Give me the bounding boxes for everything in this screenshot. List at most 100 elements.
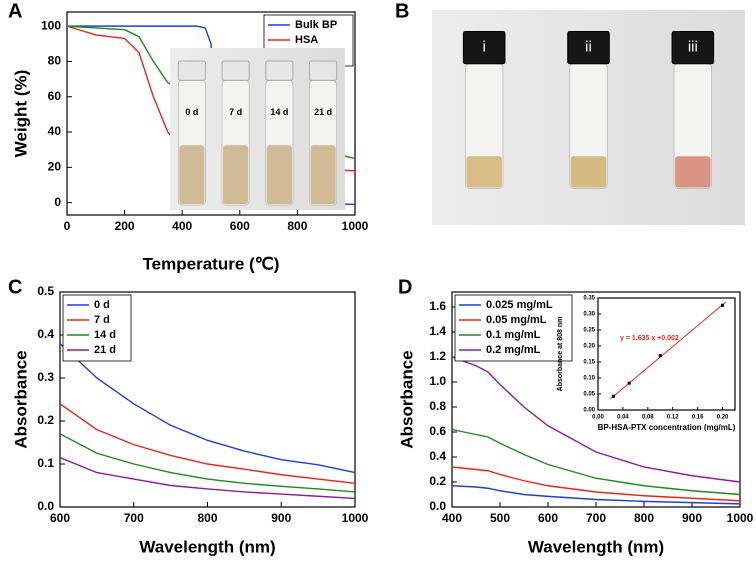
data-point — [612, 394, 616, 398]
legend-label: 0 d — [94, 299, 110, 311]
x-tick-label: 1000 — [342, 511, 369, 525]
x-tick-label: 1000 — [342, 219, 369, 233]
vial-label: ii — [585, 39, 592, 56]
x-tick-label: 800 — [287, 219, 307, 233]
x-tick-label: 0.08 — [642, 415, 654, 421]
data-point — [627, 381, 631, 385]
y-tick-label: 0.3 — [37, 370, 54, 384]
y-tick-label: 1.0 — [429, 374, 446, 388]
x-tick-label: 600 — [538, 511, 558, 525]
vial-cap — [177, 60, 206, 81]
x-tick-label: 0 — [64, 219, 71, 233]
vial-cap — [309, 60, 338, 81]
x-tick-label: 700 — [124, 511, 144, 525]
vial-liquid — [466, 156, 502, 188]
vial-label: 21 d — [314, 107, 332, 117]
vial-liquid — [179, 145, 205, 205]
vial-liquid — [570, 156, 607, 188]
y-tick-label: 20 — [48, 160, 62, 174]
y-tick-label: 0.1 — [37, 456, 54, 470]
panel-letter: C — [8, 276, 22, 298]
y-tick-label: 0.0 — [429, 499, 446, 513]
data-point — [658, 354, 662, 358]
y-axis-label: Absorbance — [11, 350, 30, 448]
y-tick-label: 0.20 — [583, 344, 595, 350]
data-line — [59, 343, 356, 474]
data-line — [451, 485, 741, 505]
panel-letter: A — [8, 0, 22, 22]
y-axis-label: Weight (%) — [11, 70, 30, 158]
vial-label: iii — [688, 39, 698, 56]
plot-frame — [66, 11, 356, 216]
vial-label: 14 d — [270, 107, 288, 117]
y-tick-label: 100 — [41, 18, 61, 32]
x-tick-label: 200 — [115, 219, 135, 233]
data-line — [59, 403, 356, 485]
vial-label: 0 d — [185, 107, 198, 117]
vial-liquid — [223, 145, 249, 205]
x-axis-label: Wavelength (nm) — [528, 537, 664, 556]
y-tick-label: 0.10 — [583, 376, 595, 382]
legend-label: 14 d — [94, 329, 116, 341]
y-tick-label: 0.35 — [583, 296, 595, 302]
x-axis-label: Temperature (℃) — [143, 254, 280, 273]
y-tick-label: 60 — [48, 89, 62, 103]
y-tick-label: 0.00 — [583, 408, 595, 414]
y-tick-label: 0.5 — [37, 284, 54, 298]
y-tick-label: 1.2 — [429, 349, 446, 363]
x-tick-label: 0.16 — [692, 415, 704, 421]
x-tick-label: 0.04 — [617, 415, 629, 421]
x-tick-label: 600 — [50, 511, 70, 525]
y-tick-label: 80 — [48, 54, 62, 68]
x-tick-label: 400 — [442, 511, 462, 525]
y-tick-label: 0.6 — [429, 424, 446, 438]
data-line — [451, 428, 741, 496]
legend-label: 0.05 mg/mL — [486, 314, 547, 326]
y-tick-label: 1.6 — [429, 299, 446, 313]
data-line — [59, 433, 356, 493]
legend-label: 0.1 mg/mL — [486, 329, 541, 341]
data-line — [451, 466, 741, 502]
data-line — [59, 456, 356, 500]
y-tick-label: 1.4 — [429, 324, 446, 338]
vial-liquid — [266, 145, 292, 205]
x-tick-label: 800 — [634, 511, 654, 525]
x-tick-label: 400 — [172, 219, 192, 233]
x-tick-label: 800 — [197, 511, 217, 525]
legend-label: 21 d — [94, 344, 116, 356]
data-point — [721, 303, 725, 307]
vial-liquid — [675, 156, 711, 188]
data-line — [451, 356, 741, 483]
vial-label: i — [482, 39, 485, 56]
vial-cap — [265, 60, 294, 81]
vial-liquid — [310, 145, 336, 205]
y-tick-label: 0.0 — [37, 499, 54, 513]
fit-annotation: y = 1.635 x +0.002 — [620, 335, 679, 342]
legend-label: 0.025 mg/mL — [486, 299, 553, 311]
legend-label: 7 d — [94, 314, 110, 326]
x-tick-label: 900 — [682, 511, 702, 525]
legend-label: Bulk BP — [295, 19, 337, 31]
legend-label: HSA — [295, 34, 318, 46]
y-tick-label: 0.05 — [583, 392, 595, 398]
x-tick-label: 1000 — [727, 511, 754, 525]
y-tick-label: 0.2 — [37, 413, 54, 427]
x-tick-label: 0.00 — [592, 415, 604, 421]
x-tick-label: 0.12 — [667, 415, 679, 421]
y-tick-label: 0.4 — [37, 327, 54, 341]
x-tick-label: 700 — [586, 511, 606, 525]
y-tick-label: 0.25 — [583, 328, 595, 334]
y-axis-label: Absorbance — [397, 350, 416, 448]
plot-frame — [597, 297, 736, 411]
y-tick-label: 0.15 — [583, 360, 595, 366]
panel-letter: B — [395, 0, 409, 22]
panel-letter: D — [398, 276, 412, 298]
vial-cap — [567, 31, 610, 65]
y-tick-label: 0.4 — [429, 449, 446, 463]
y-tick-label: 0.8 — [429, 399, 446, 413]
y-axis-label: Absorbance at 808 nm — [557, 317, 564, 392]
vial-cap — [221, 60, 250, 81]
x-axis-label: BP-HSA-PTX concentration (mg/mL) — [598, 423, 736, 432]
y-tick-label: 40 — [48, 124, 62, 138]
